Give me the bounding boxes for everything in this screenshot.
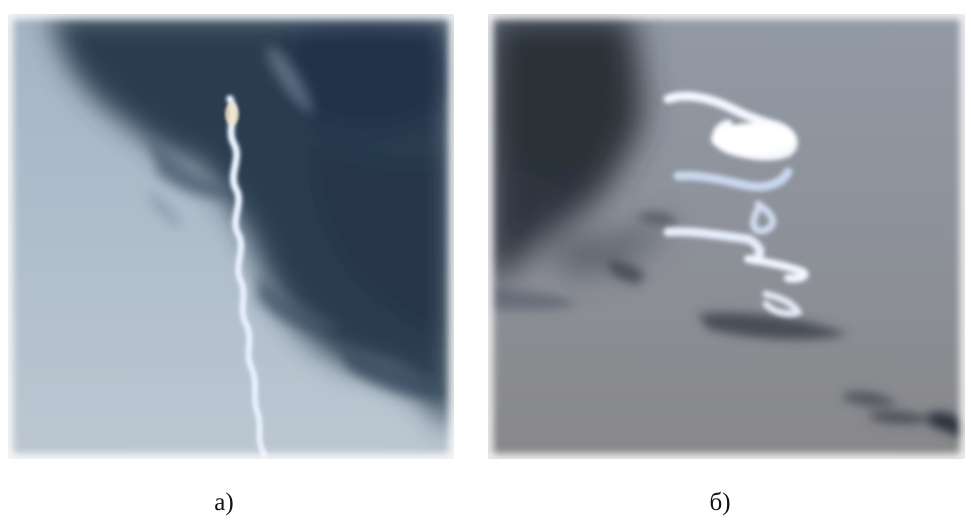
bright-spiral-trail [663, 91, 809, 318]
photo-panel-a [8, 14, 454, 459]
panel-b-caption: б) [709, 489, 731, 516]
sky-photo-vertical-trail [8, 14, 454, 459]
cloud-wisps [148, 44, 448, 398]
bright-vertical-trail [224, 93, 270, 459]
panel-a-caption: а) [214, 489, 234, 516]
cloud-wisps [488, 211, 965, 439]
dark-cloud-mass [48, 14, 454, 434]
dark-cloud-mass [488, 14, 668, 284]
photo-panel-b [488, 14, 965, 459]
sky-photo-spiral-trail [488, 14, 965, 459]
